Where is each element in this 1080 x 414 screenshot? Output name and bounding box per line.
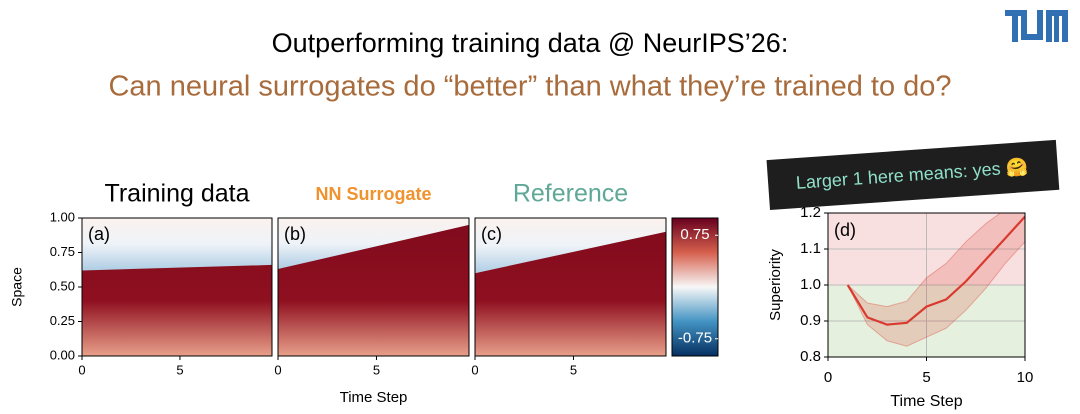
heatmap-image [278,218,469,356]
heatmap-image [475,218,666,356]
title: Outperforming training data @ NeurIPS’26… [272,28,789,58]
x-tick-label: 0 [274,362,281,377]
y-tick-label: 0.8 [800,348,821,365]
x-tick-label: 10 [1017,369,1034,386]
tum-logo [1005,10,1068,42]
subtitle: Can neural surrogates do “better” than w… [108,71,951,103]
y-axis-label: Space [9,267,25,307]
x-tick-label: 5 [922,369,930,386]
x-tick-label: 0 [78,362,85,377]
note-box: Larger 1 here means: yes 🤗 [766,139,1060,210]
y-tick-label: 0.75 [50,244,75,259]
x-tick-label: 5 [176,362,183,377]
field-high [82,218,272,271]
y-tick-label: 1.2 [800,204,821,221]
x-tick-label: 5 [570,362,577,377]
panel-label: (b) [284,224,306,244]
y-tick-label: 0.25 [50,313,75,328]
frame [277,217,470,357]
field-high [278,218,469,270]
x-tick-label: 0 [471,362,478,377]
colorbar [671,217,719,357]
panel-label: (d) [834,220,856,240]
x-axis-label: Time Step [340,389,408,406]
heatmap-image [82,218,272,356]
colorbar-tick-label: -0.75 [678,330,712,347]
colorbar-tick-label: 0.75 [680,226,709,243]
y-tick-label: 0.00 [50,347,75,362]
x-tick-label: 5 [373,362,380,377]
line [846,215,1025,326]
panel-title: Training data [105,180,250,208]
panel-label: (c) [481,224,502,244]
frame [474,217,667,357]
y-axis-label: Superiority [767,249,784,321]
y-tick-label: 1.1 [800,240,821,257]
panel-title: Reference [513,180,628,208]
y-tick-label: 1.00 [50,209,75,224]
y-tick-label: 0.50 [50,278,75,293]
field-high [475,218,666,274]
x-tick-label: 0 [824,369,832,386]
panel-title: NN Surrogate [315,184,431,204]
y-tick-label: 0.9 [800,312,821,329]
confidence-band [847,213,1025,347]
panel-label: (a) [88,224,110,244]
y-tick-label: 1.0 [800,276,821,293]
x-axis-label: Time Step [890,393,962,410]
